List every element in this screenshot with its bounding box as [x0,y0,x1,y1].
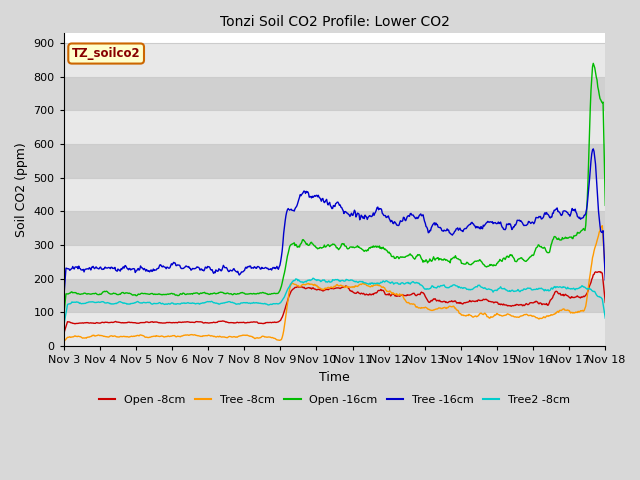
Bar [64,144,605,178]
Bar [64,77,605,110]
Bar [64,110,605,144]
Y-axis label: Soil CO2 (ppm): Soil CO2 (ppm) [15,142,28,237]
Bar [64,211,605,245]
Legend: Open -8cm, Tree -8cm, Open -16cm, Tree -16cm, Tree2 -8cm: Open -8cm, Tree -8cm, Open -16cm, Tree -… [94,391,575,409]
Bar [64,178,605,211]
Bar [64,312,605,346]
Text: TZ_soilco2: TZ_soilco2 [72,47,140,60]
Bar [64,245,605,279]
Bar [64,279,605,312]
X-axis label: Time: Time [319,371,350,384]
Title: Tonzi Soil CO2 Profile: Lower CO2: Tonzi Soil CO2 Profile: Lower CO2 [220,15,449,29]
Bar [64,43,605,77]
